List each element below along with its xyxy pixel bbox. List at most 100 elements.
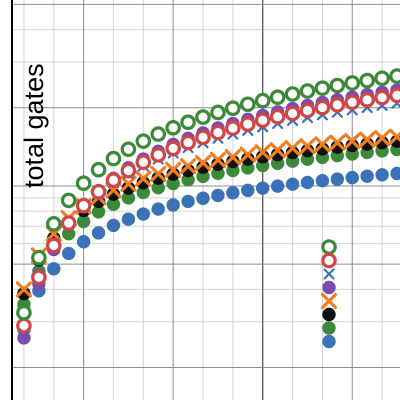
legend-marker: [321, 239, 337, 255]
data-point: [62, 246, 76, 261]
legend-marker: [323, 268, 335, 280]
data-point-stroke: [329, 134, 346, 151]
data-point: [106, 218, 121, 233]
data-point: [344, 75, 361, 91]
data-point: [299, 83, 316, 99]
data-point: [344, 132, 361, 150]
data-point-stroke: [209, 151, 227, 169]
data-point-stroke: [388, 131, 400, 145]
series-3: [17, 134, 400, 301]
data-point-stroke: [254, 144, 271, 161]
data-point: [284, 140, 301, 157]
data-point: [120, 175, 137, 192]
data-point: [120, 141, 137, 158]
data-point: [135, 154, 152, 171]
series-1: [17, 166, 400, 337]
data-point: [300, 175, 315, 190]
data-point-stroke: [344, 132, 361, 150]
data-point: [151, 202, 165, 216]
data-point: [375, 168, 389, 182]
data-point: [16, 317, 32, 334]
data-point-stroke: [359, 131, 376, 148]
y-axis-label: total gates: [19, 63, 49, 188]
data-point: [270, 179, 285, 193]
data-point: [315, 173, 330, 188]
data-point: [31, 249, 47, 266]
data-point: [47, 262, 61, 276]
data-point: [31, 269, 47, 286]
data-point: [60, 215, 77, 231]
data-point: [91, 226, 106, 240]
data-point: [360, 169, 374, 183]
series-8: [16, 68, 400, 321]
data-point: [299, 138, 316, 155]
data-point: [285, 177, 300, 191]
data-point: [45, 237, 62, 254]
data-point: [299, 102, 316, 119]
data-point-stroke: [239, 146, 256, 163]
data-point: [314, 136, 331, 153]
data-point: [196, 191, 210, 205]
data-point: [75, 175, 92, 191]
legend-marker: [322, 334, 336, 349]
data-point: [135, 133, 152, 149]
data-point-stroke: [299, 138, 316, 155]
data-point: [211, 188, 225, 203]
data-point-stroke: [224, 149, 241, 166]
legend: [320, 239, 338, 349]
data-point: [329, 97, 346, 113]
data-point: [359, 72, 375, 89]
data-point: [180, 114, 196, 131]
data-point: [254, 92, 271, 109]
data-point-stroke: [150, 165, 167, 183]
data-point: [239, 146, 256, 163]
data-point: [210, 104, 226, 121]
data-point: [105, 150, 122, 167]
data-point: [389, 68, 400, 84]
data-series: [15, 68, 400, 345]
data-point: [150, 147, 167, 163]
data-point: [45, 216, 62, 232]
data-point: [388, 128, 400, 145]
data-point: [210, 124, 226, 141]
data-point: [241, 183, 255, 198]
data-point: [194, 154, 212, 172]
data-point: [239, 116, 256, 132]
data-point: [165, 161, 182, 178]
data-point-stroke: [391, 98, 400, 109]
data-point: [150, 126, 167, 142]
data-point: [75, 197, 92, 214]
legend-marker-stroke: [320, 292, 338, 310]
data-point: [165, 140, 181, 157]
data-point: [269, 89, 286, 105]
legend-marker: [322, 307, 336, 322]
data-point: [16, 304, 32, 321]
data-point-stroke: [194, 154, 212, 172]
data-point: [344, 94, 361, 111]
data-point: [135, 170, 152, 187]
data-point: [195, 109, 211, 125]
legend-marker: [322, 280, 336, 295]
data-point: [359, 131, 376, 148]
data-point: [224, 149, 241, 166]
data-point: [181, 194, 195, 209]
legend-marker: [320, 292, 338, 310]
data-point: [150, 165, 167, 183]
data-point: [329, 77, 346, 94]
minor-gridlines: [12, 0, 400, 400]
data-point: [17, 331, 31, 345]
data-point-stroke: [314, 136, 331, 153]
data-point: [254, 112, 271, 129]
data-point: [165, 119, 181, 136]
data-point: [209, 151, 227, 169]
data-point: [90, 161, 107, 178]
data-point: [90, 183, 107, 200]
data-point: [374, 70, 390, 87]
data-point-stroke: [269, 142, 286, 159]
legend-marker: [321, 252, 337, 269]
data-point: [179, 158, 197, 175]
data-point: [239, 96, 256, 113]
data-point: [76, 235, 91, 249]
legend-marker-stroke: [323, 268, 335, 280]
